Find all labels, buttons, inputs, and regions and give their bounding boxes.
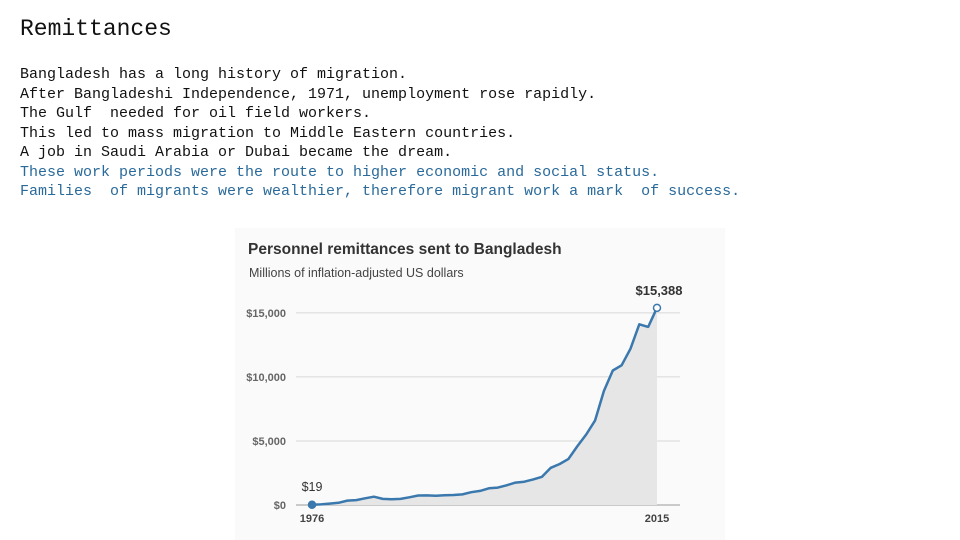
body-line: These work periods were the route to hig…	[20, 163, 660, 181]
body-line: The Gulf needed for oil field workers.	[20, 105, 372, 122]
body-line: After Bangladeshi Independence, 1971, un…	[20, 85, 597, 103]
chart-subtitle: Millions of inflation-adjusted US dollar…	[249, 266, 464, 280]
body-line: Families of migrants were wealthier, the…	[20, 183, 741, 200]
end-marker	[307, 500, 317, 510]
end-marker	[652, 303, 662, 313]
slide-title: Remittances	[20, 16, 172, 42]
x-tick-label: 1976	[300, 513, 324, 525]
line	[311, 307, 659, 507]
y-tick-label: $0	[274, 500, 286, 512]
body-line: This led to mass migration to Middle Eas…	[20, 124, 516, 142]
body-line: A job in Saudi Arabia or Dubai became th…	[20, 144, 453, 161]
annotation: $15,388	[636, 283, 683, 298]
chart-title: Personnel remittances sent to Bangladesh	[248, 241, 562, 258]
body-line: Bangladesh has a long history of migrati…	[20, 66, 408, 83]
annotation: $19	[302, 480, 323, 494]
y-tick-label: $10,000	[246, 372, 286, 384]
y-tick-label: $15,000	[246, 308, 286, 320]
slide-body: Bangladesh has a long history of migrati…	[20, 65, 740, 202]
y-tick-label: $5,000	[252, 436, 286, 448]
x-tick-label: 2015	[645, 513, 669, 525]
